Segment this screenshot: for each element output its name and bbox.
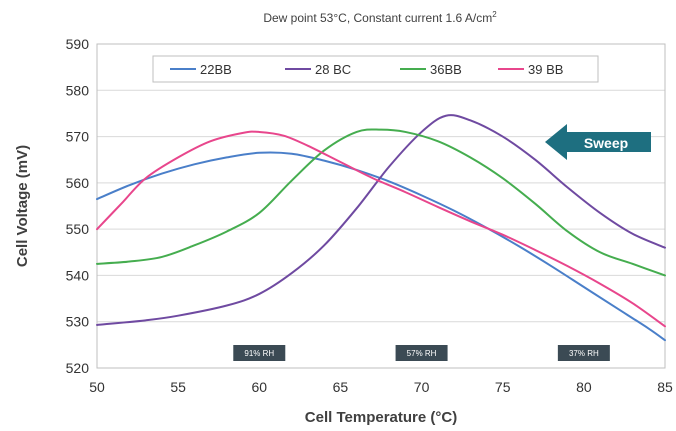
legend-label: 39 BB — [528, 62, 563, 77]
plot-frame — [96, 43, 666, 369]
x-tick-label: 65 — [333, 379, 349, 395]
legend-label: 28 BC — [315, 62, 351, 77]
x-tick-label: 50 — [89, 379, 105, 395]
legend-label: 22BB — [200, 62, 232, 77]
series-line-36bb — [96, 128, 666, 277]
y-tick-label: 580 — [66, 82, 90, 98]
y-tick-label: 540 — [66, 267, 90, 283]
sweep-arrow — [545, 124, 651, 160]
x-tick-label: 80 — [576, 379, 592, 395]
y-tick-label: 520 — [66, 360, 90, 376]
y-tick-label: 590 — [66, 36, 90, 52]
rh-annotations: 91% RH 57% RH 37% RH — [233, 345, 610, 361]
rh-label: 37% RH — [569, 349, 599, 358]
y-tick-labels: 520 530 540 550 560 570 580 590 — [66, 36, 90, 376]
x-axis-title: Cell Temperature (°C) — [305, 409, 457, 426]
x-tick-label: 85 — [657, 379, 673, 395]
y-tick-label: 550 — [66, 221, 90, 237]
rh-label: 91% RH — [244, 349, 274, 358]
rh-badge — [233, 345, 286, 361]
series-line-28bc — [96, 114, 666, 326]
rh-label: 57% RH — [407, 349, 437, 358]
rh-badge — [557, 345, 610, 361]
legend-label: 36BB — [430, 62, 462, 77]
y-tick-label: 560 — [66, 175, 90, 191]
series-line-39bb — [96, 130, 666, 328]
x-tick-label: 75 — [495, 379, 511, 395]
y-tick-label: 570 — [66, 129, 90, 145]
x-tick-labels: 50 55 60 65 70 75 80 85 — [89, 379, 673, 395]
legend: 22BB 28 BC 36BB 39 BB — [152, 55, 599, 83]
series-group — [96, 114, 666, 342]
grid — [97, 43, 665, 369]
chart-title: Dew point 53°C, Constant current 1.6 A/c… — [263, 10, 497, 25]
y-axis-title: Cell Voltage (mV) — [14, 145, 31, 267]
chart-title-superscript: 2 — [492, 10, 497, 19]
sweep-label: Sweep — [584, 135, 628, 151]
x-tick-label: 55 — [170, 379, 186, 395]
sweep-callout: Sweep — [545, 124, 651, 160]
x-tick-label: 70 — [414, 379, 430, 395]
series-line-22bb — [96, 151, 666, 342]
y-tick-label: 530 — [66, 314, 90, 330]
rh-badge — [395, 345, 448, 361]
x-tick-label: 60 — [251, 379, 267, 395]
